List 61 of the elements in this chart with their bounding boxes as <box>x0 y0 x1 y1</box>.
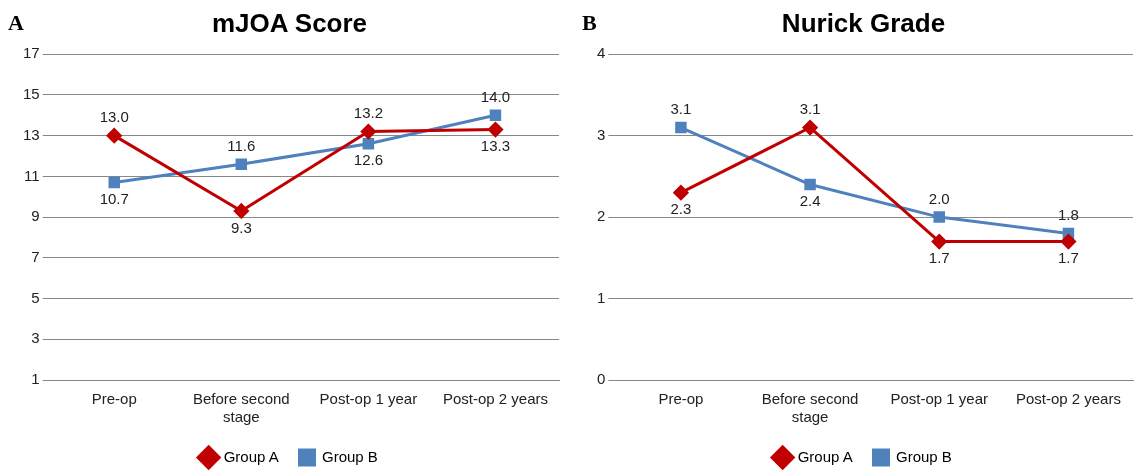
data-label: 13.2 <box>353 104 383 122</box>
y-tick-label: 4 <box>597 44 606 62</box>
data-label: 3.1 <box>799 100 821 118</box>
x-tick-label: Before second stage <box>192 390 290 426</box>
legend-label: Group A <box>223 447 279 465</box>
y-tick-label: 5 <box>31 288 40 306</box>
legend-label: Group A <box>797 447 853 465</box>
data-label: 1.8 <box>1057 206 1079 224</box>
text: B <box>582 10 597 36</box>
x-tick-label: Pre-op <box>91 390 137 408</box>
data-label: 1.7 <box>928 249 950 267</box>
data-label: 2.3 <box>670 200 692 218</box>
y-tick-label: 1 <box>31 370 40 388</box>
x-tick-label: Post-op 1 year <box>319 390 418 408</box>
point <box>1060 234 1076 250</box>
point <box>235 158 248 170</box>
point <box>675 121 687 134</box>
y-tick-label: 11 <box>24 166 40 184</box>
point <box>360 124 376 140</box>
point <box>106 128 122 144</box>
point <box>802 120 818 136</box>
legend-label: Group B <box>896 447 952 465</box>
data-label: 13.0 <box>99 108 129 126</box>
data-label: 12.6 <box>353 151 383 169</box>
data-label: 3.1 <box>670 100 692 118</box>
data-label: 2.4 <box>799 192 821 210</box>
x-tick-label: Before second stage <box>761 390 859 426</box>
x-tick-label: Post-op 2 years <box>442 390 548 408</box>
y-tick-label: 3 <box>31 329 40 347</box>
x-tick-label: Post-op 2 years <box>1015 390 1121 408</box>
y-tick-label: 17 <box>23 44 40 62</box>
data-label: 2.0 <box>928 189 950 207</box>
point <box>362 138 375 150</box>
data-label: 11.6 <box>227 136 256 154</box>
data-label: 13.3 <box>480 137 511 155</box>
point <box>931 234 947 250</box>
legend-label: Group B <box>322 447 378 465</box>
chart-title: mJOA Score <box>211 7 368 38</box>
y-tick-label: 3 <box>597 125 606 143</box>
text: A <box>8 10 24 36</box>
point <box>933 211 945 223</box>
point <box>673 185 689 201</box>
point <box>804 178 816 191</box>
point <box>108 176 120 189</box>
y-tick-label: 2 <box>597 207 606 225</box>
x-tick-label: Post-op 1 year <box>890 390 989 408</box>
y-tick-label: 0 <box>597 370 606 388</box>
data-label: 14.0 <box>480 87 511 105</box>
data-label: 1.7 <box>1057 249 1079 267</box>
y-tick-label: 9 <box>31 207 40 225</box>
point <box>489 109 502 122</box>
chart-title: Nurick Grade <box>781 7 946 38</box>
y-tick-label: 7 <box>31 247 40 265</box>
y-tick-label: 15 <box>23 85 40 103</box>
data-label: 9.3 <box>230 218 252 236</box>
data-label: 10.7 <box>99 190 129 208</box>
point <box>233 203 249 219</box>
y-tick-label: 1 <box>597 288 606 306</box>
y-tick-label: 13 <box>23 125 40 143</box>
x-tick-label: Pre-op <box>658 390 704 408</box>
point <box>487 122 503 138</box>
